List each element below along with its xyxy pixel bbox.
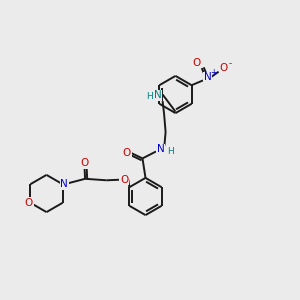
Text: -: - bbox=[228, 59, 232, 68]
Text: O: O bbox=[25, 198, 33, 208]
Text: +: + bbox=[211, 68, 217, 76]
Text: N: N bbox=[154, 90, 162, 100]
Text: O: O bbox=[192, 58, 200, 68]
Text: O: O bbox=[80, 158, 88, 168]
Text: N: N bbox=[157, 144, 164, 154]
Text: N: N bbox=[60, 179, 68, 189]
Text: H: H bbox=[167, 147, 174, 156]
Text: O: O bbox=[219, 63, 227, 74]
Text: O: O bbox=[123, 148, 131, 158]
Text: O: O bbox=[120, 175, 128, 185]
Text: H: H bbox=[146, 92, 152, 101]
Text: N: N bbox=[204, 72, 212, 82]
